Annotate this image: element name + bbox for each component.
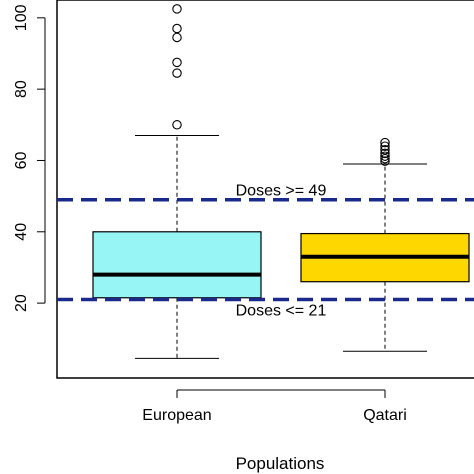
iqr-box bbox=[92, 231, 262, 299]
outlier-point bbox=[172, 68, 182, 78]
outlier-point bbox=[380, 145, 390, 155]
outlier-point bbox=[380, 148, 390, 159]
outlier-point bbox=[172, 57, 182, 68]
outlier-point bbox=[172, 120, 182, 130]
outlier-point bbox=[172, 4, 182, 14]
y-tick-label: 20 bbox=[13, 294, 30, 312]
outlier-point bbox=[380, 156, 390, 166]
box-qatari bbox=[300, 137, 470, 352]
outlier-point bbox=[380, 137, 390, 148]
x-tick-label: Qatari bbox=[363, 407, 407, 424]
y-axis: 20 40 60 80 100 bbox=[13, 4, 46, 312]
box-european bbox=[92, 4, 262, 359]
y-tick-label: 80 bbox=[13, 80, 30, 98]
y-tick-label: 40 bbox=[13, 223, 30, 241]
y-tick-label: 60 bbox=[13, 151, 30, 169]
reference-line-label: Doses >= 49 bbox=[236, 183, 327, 200]
y-tick-label: 100 bbox=[13, 4, 30, 31]
outlier-point bbox=[172, 32, 182, 43]
outlier-point bbox=[172, 23, 182, 34]
reference-lines: Doses >= 49 Doses <= 21 bbox=[57, 183, 474, 320]
x-tick-label: European bbox=[142, 407, 211, 424]
x-axis: European Qatari bbox=[142, 389, 407, 424]
outlier-point bbox=[380, 151, 390, 161]
outlier-point bbox=[380, 141, 390, 151]
x-axis-label: Populations bbox=[236, 454, 325, 473]
reference-line-label: Doses <= 21 bbox=[236, 303, 327, 320]
plot-frame bbox=[56, 0, 474, 379]
boxes bbox=[92, 4, 470, 359]
